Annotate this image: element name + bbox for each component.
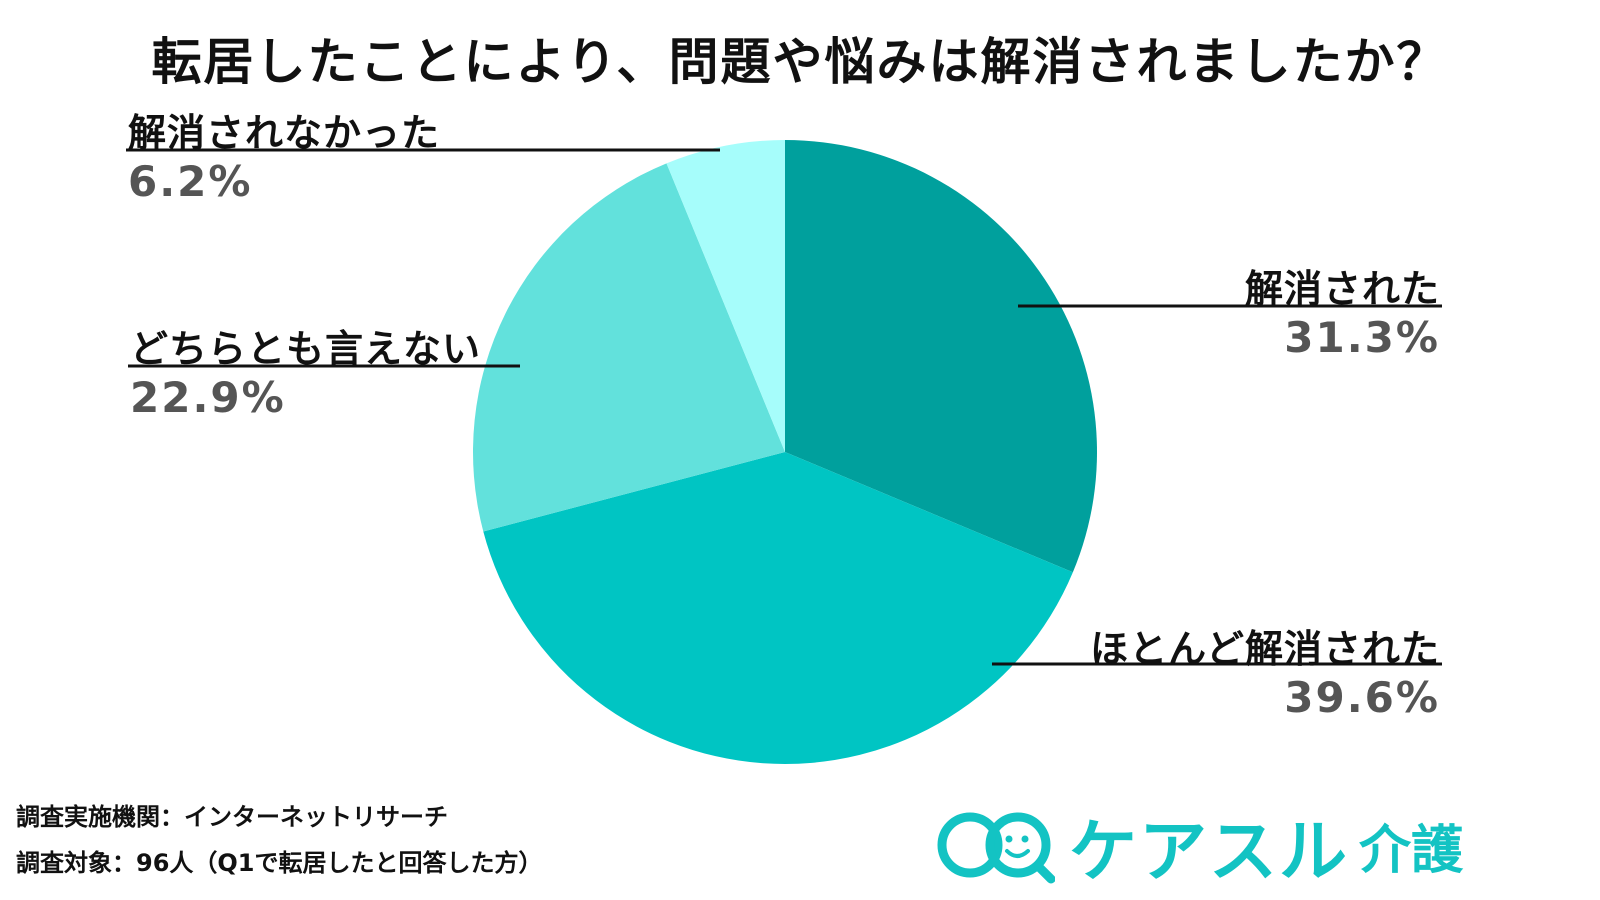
logo-subtext: 介護 (1359, 820, 1464, 881)
survey-source: 調査実施機関：インターネットリサーチ (16, 803, 448, 831)
slice-percent: 22.9% (130, 373, 286, 422)
slice-not-resolved (666, 140, 785, 452)
slice-mostly-resolved (483, 452, 1073, 765)
slice-label: 解消された (1244, 267, 1440, 311)
slice-label: どちらとも言えない (130, 327, 482, 371)
pie-slices (472, 140, 1098, 765)
smile-face-icon (937, 812, 1055, 884)
slice-neutral (472, 163, 785, 532)
slice-resolved (785, 140, 1098, 573)
brand-logo: ケアスル 介護 (935, 805, 1585, 892)
label-not-resolved: 解消されなかった 6.2% (128, 102, 528, 206)
slice-percent: 39.6% (1284, 673, 1440, 722)
slice-label: 解消されなかった (128, 111, 441, 155)
label-resolved: 解消された 31.3% (1160, 258, 1440, 362)
label-mostly-resolved: ほとんど解消された 39.6% (1040, 618, 1440, 722)
chart-title: 転居したことにより、問題や悩みは解消されましたか？ (151, 33, 1449, 91)
leader-lines (126, 148, 1442, 666)
slice-percent: 31.3% (1284, 313, 1440, 362)
logo-text: ケアスル (1069, 812, 1350, 892)
survey-target: 調査対象：96人（Q1で転居したと回答した方） (16, 849, 543, 877)
slice-percent: 6.2% (128, 157, 253, 206)
slice-label: ほとんど解消された (1090, 627, 1440, 671)
label-neutral: どちらとも言えない 22.9% (130, 318, 530, 422)
